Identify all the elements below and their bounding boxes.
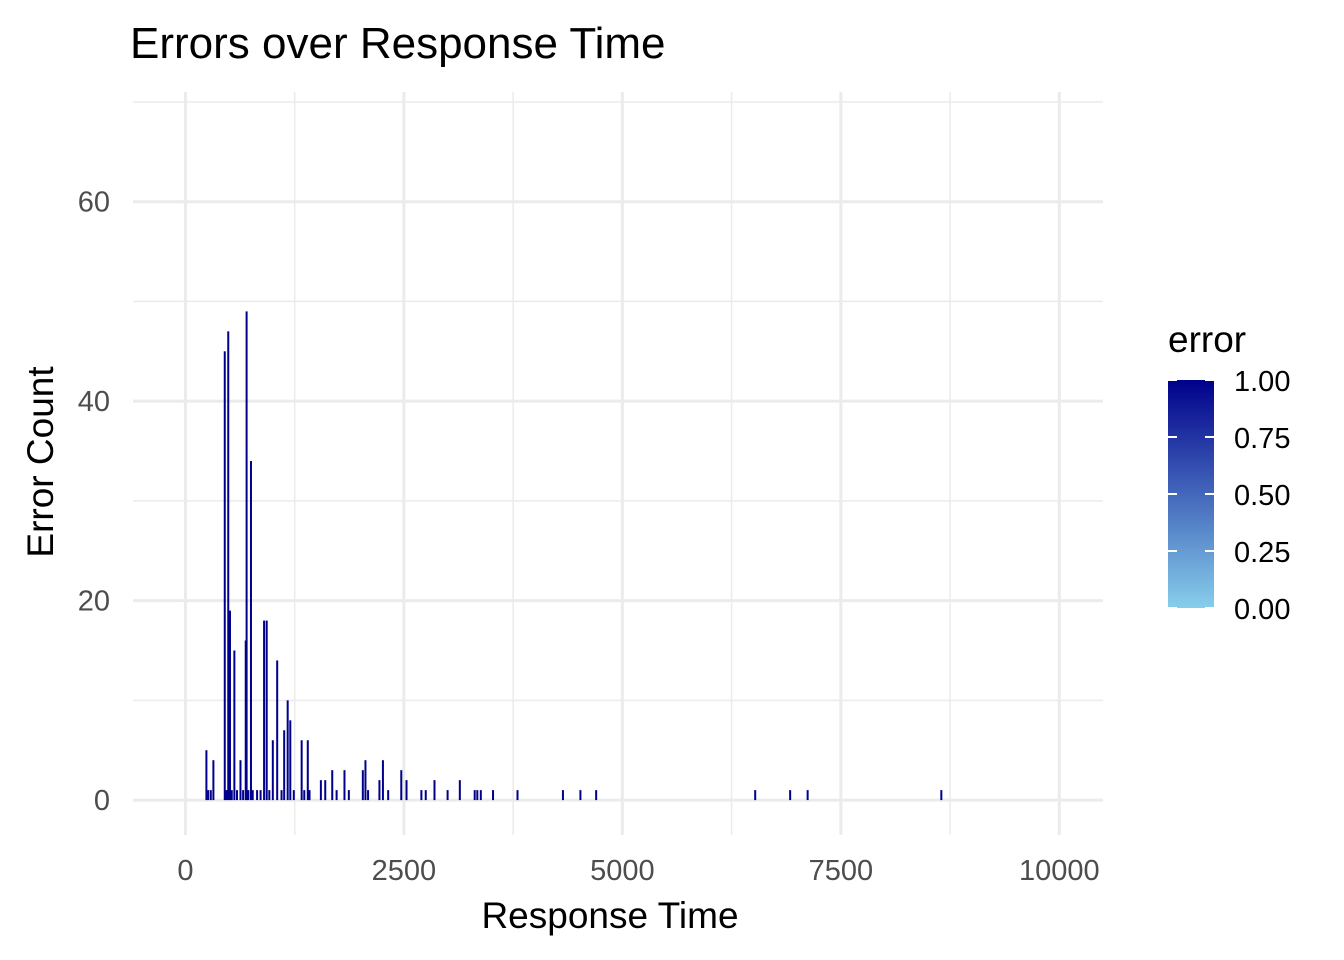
legend-tick-label: 0.50 [1234,480,1290,512]
bar [458,780,461,801]
bar [227,331,230,801]
bar [239,760,242,801]
bar [361,770,364,801]
bar [263,620,266,801]
bar [424,790,427,801]
bar [268,790,271,801]
bar [789,790,792,801]
bar [283,730,286,801]
bar [381,760,384,801]
bar [300,740,303,801]
bar [367,790,370,801]
bar [331,770,334,801]
bar [276,660,279,801]
bar [289,720,292,801]
bar [324,780,327,801]
bar [223,351,226,801]
bar [306,740,309,801]
bar [400,770,403,801]
grid-lines [133,92,1103,835]
y-tick-label: 60 [78,187,110,219]
y-axis-title: Error Count [20,366,61,558]
y-tick-label: 20 [78,586,110,618]
x-tick-label: 10000 [1019,855,1100,887]
bar [209,790,212,801]
bar [229,610,231,801]
bar [286,700,289,801]
legend: error 1.00 0.75 0.50 0.25 0.00 [1168,319,1290,626]
bar [265,620,268,801]
x-tick-label: 0 [177,855,193,887]
bar [251,790,254,801]
bar [292,790,295,801]
bar [433,780,436,801]
x-tick-label: 5000 [590,855,655,887]
bar [230,790,233,801]
bar [420,790,423,801]
bar [595,790,598,801]
bar [473,790,476,801]
legend-ticks: 1.00 0.75 0.50 0.25 0.00 [1168,366,1290,626]
x-axis-ticks: 0 2500 5000 7500 10000 [177,855,1099,887]
bar [247,790,250,801]
bar [806,790,809,801]
bar [242,790,245,801]
legend-tick-label: 0.75 [1234,423,1290,455]
bars [205,311,943,801]
bar [579,790,582,801]
chart-title: Errors over Response Time [130,19,666,68]
bar [347,790,350,801]
bar [205,750,208,801]
bar [225,790,228,801]
legend-tick-label: 1.00 [1234,366,1290,398]
bar [479,790,482,801]
bar [492,790,495,801]
bar [212,760,215,801]
bar [256,790,259,801]
y-axis-ticks: 0 20 40 60 [78,187,110,817]
y-tick-label: 40 [78,386,110,418]
bar [303,790,306,801]
bar [387,790,390,801]
bar [561,790,564,801]
x-tick-label: 2500 [372,855,437,887]
legend-tick-label: 0.00 [1234,594,1290,626]
bar [335,790,338,801]
bar [271,740,274,801]
bar [476,790,479,801]
bar [245,311,248,801]
legend-tick-label: 0.25 [1234,537,1290,569]
bar [319,780,322,801]
bar [378,780,381,801]
bar [940,790,943,801]
x-axis-title: Response Time [481,895,738,936]
bar [280,790,283,801]
bar [235,790,238,801]
bar [343,770,346,801]
bar [308,790,311,801]
bar [233,650,236,801]
bar [207,790,210,801]
bar [405,780,408,801]
y-tick-label: 0 [94,785,110,817]
bar [446,790,449,801]
bar [249,461,252,801]
legend-title: error [1168,319,1246,360]
bar [364,760,367,801]
bar [259,790,262,801]
x-tick-label: 7500 [809,855,874,887]
bar [754,790,757,801]
bar [516,790,519,801]
